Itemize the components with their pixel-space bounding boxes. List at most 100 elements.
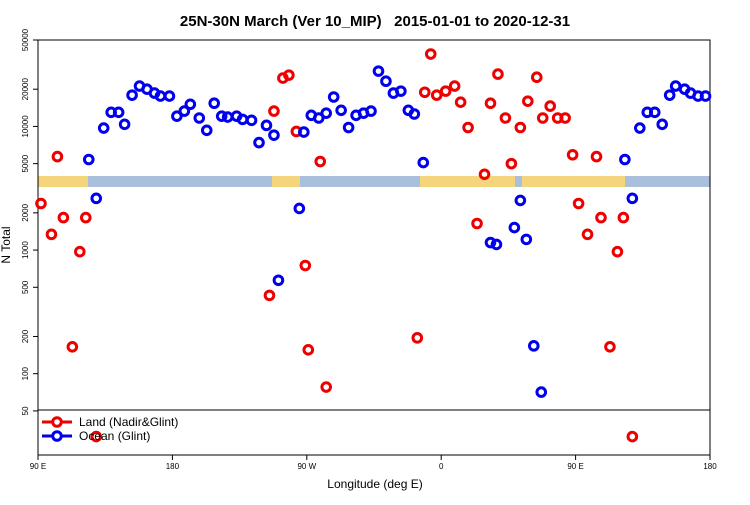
- data-point: [430, 89, 443, 101]
- data-point: [253, 136, 265, 149]
- data-point: [581, 228, 594, 241]
- data-point: [380, 75, 392, 88]
- data-point: [272, 274, 285, 287]
- data-point: [634, 122, 646, 134]
- legend-label: Ocean (Glint): [79, 429, 150, 443]
- data-point: [656, 118, 669, 131]
- data-point: [163, 90, 176, 102]
- data-point: [536, 112, 549, 124]
- data-point: [372, 65, 385, 77]
- data-point: [293, 202, 306, 215]
- data-point: [417, 156, 430, 169]
- data-point: [365, 105, 377, 117]
- data-point: [171, 110, 183, 122]
- y-tick-label: 5000: [21, 154, 30, 172]
- data-point: [559, 112, 571, 124]
- land-strip: [38, 176, 88, 187]
- data-point: [604, 341, 616, 353]
- data-point: [302, 344, 315, 356]
- data-point: [79, 211, 92, 224]
- data-point: [418, 86, 431, 99]
- plot-frame: [37, 39, 711, 456]
- data-point: [699, 90, 712, 102]
- data-point: [669, 80, 682, 92]
- x-axis-label: Longitude (deg E): [327, 477, 422, 491]
- x-tick-label: 90 E: [567, 462, 583, 471]
- y-tick-label: 20000: [21, 78, 30, 101]
- data-point: [572, 197, 585, 210]
- data-point: [314, 155, 327, 168]
- data-point: [35, 197, 47, 210]
- data-point: [118, 118, 131, 131]
- data-point: [619, 153, 631, 166]
- data-point: [126, 89, 138, 101]
- data-point: [215, 110, 228, 122]
- x-tick-label: 180: [703, 462, 717, 471]
- data-point: [66, 341, 79, 353]
- data-point: [448, 80, 461, 92]
- data-point: [478, 168, 491, 181]
- data-point: [236, 113, 249, 126]
- data-point: [492, 68, 504, 80]
- data-point: [320, 381, 333, 393]
- data-point: [208, 97, 221, 110]
- y-tick-label: 2000: [21, 203, 30, 221]
- data-point: [268, 129, 280, 141]
- y-tick-label: 50000: [21, 28, 30, 51]
- data-point: [51, 150, 64, 163]
- data-point: [439, 85, 452, 97]
- data-point: [505, 157, 518, 170]
- data-point: [184, 98, 197, 111]
- surface-strip: [38, 176, 710, 187]
- y-axis-label: N Total: [0, 226, 13, 263]
- data-point: [527, 340, 540, 352]
- data-point: [663, 89, 676, 101]
- data-point: [283, 69, 295, 81]
- data-point: [200, 124, 213, 137]
- legend-marker: [51, 416, 63, 428]
- data-point: [408, 108, 421, 120]
- data-point: [342, 121, 355, 134]
- data-point: [260, 119, 273, 132]
- data-point: [193, 112, 206, 124]
- data-point: [617, 211, 630, 224]
- data-point: [544, 100, 557, 112]
- data-point: [97, 122, 110, 134]
- data-point: [484, 97, 497, 110]
- data-point: [57, 211, 70, 224]
- y-tick-label: 100: [21, 366, 30, 380]
- data-point: [112, 106, 125, 119]
- x-tick-label: 180: [166, 462, 180, 471]
- data-point: [154, 90, 167, 102]
- data-point: [520, 233, 533, 246]
- data-point: [395, 85, 407, 97]
- data-point: [626, 430, 639, 443]
- land-strip: [272, 176, 300, 187]
- legend-marker: [51, 430, 63, 442]
- data-point: [299, 259, 312, 272]
- data-point: [335, 104, 347, 117]
- data-point: [320, 107, 333, 119]
- data-point: [74, 245, 86, 258]
- data-point: [411, 332, 424, 344]
- data-point: [508, 221, 521, 234]
- data-point: [45, 228, 58, 241]
- y-tick-label: 200: [21, 329, 30, 343]
- data-point: [268, 105, 280, 117]
- data-point: [90, 430, 103, 443]
- data-point: [490, 238, 503, 251]
- data-point: [82, 153, 95, 166]
- data-point: [471, 217, 483, 230]
- data-point: [626, 192, 639, 205]
- y-tick-label: 50: [21, 406, 30, 415]
- data-point: [590, 150, 603, 163]
- y-tick-label: 1000: [21, 241, 30, 259]
- legend-label: Land (Nadir&Glint): [79, 415, 178, 429]
- data-point: [424, 48, 437, 60]
- data-point: [535, 386, 548, 398]
- data-point: [454, 96, 467, 108]
- data-point: [178, 105, 191, 117]
- land-strip: [522, 176, 625, 187]
- x-tick-label: 90 E: [30, 462, 46, 471]
